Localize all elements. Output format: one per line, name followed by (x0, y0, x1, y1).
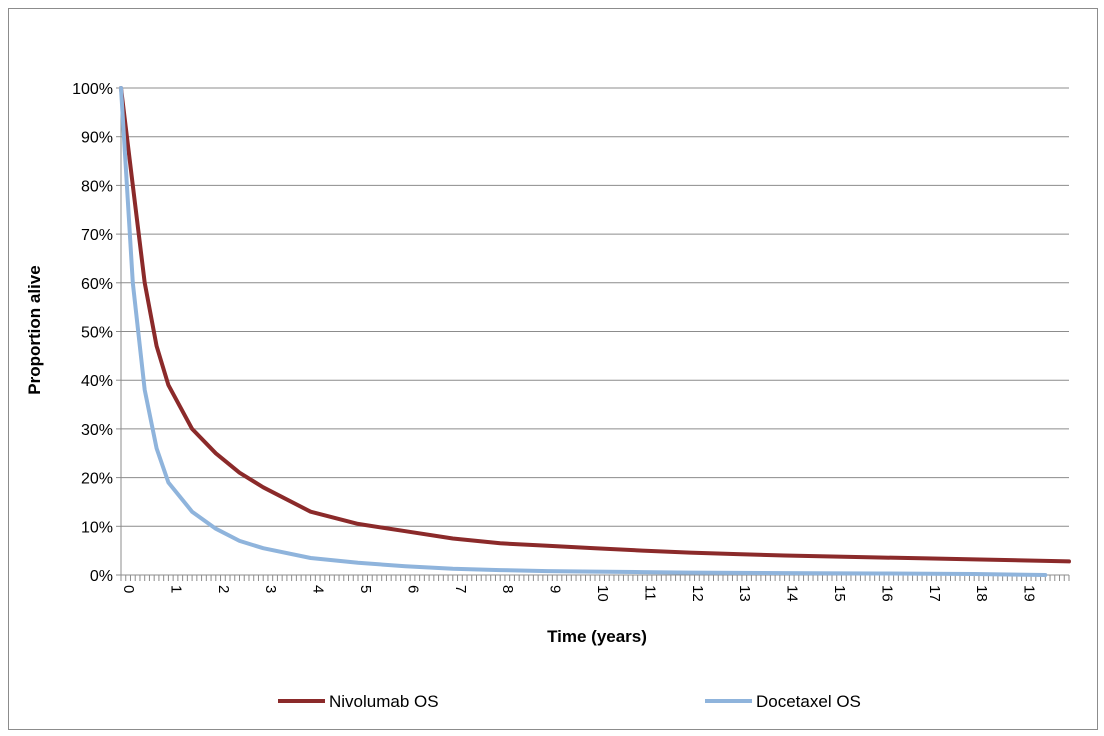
series-line-nivolumab (119, 86, 1071, 564)
x-tick-label: 13 (736, 585, 753, 602)
x-tick-label: 4 (310, 585, 327, 593)
x-tick-label: 18 (973, 585, 990, 602)
series-line-docetaxel (119, 86, 1048, 577)
y-tick-label: 100% (72, 81, 113, 98)
y-tick-label: 10% (81, 519, 113, 536)
legend: Nivolumab OS Docetaxel OS (278, 692, 861, 711)
x-tick-label: 14 (784, 585, 801, 602)
x-tick-label: 3 (262, 585, 279, 593)
x-tick-label: 12 (689, 585, 706, 602)
series-lines (119, 86, 1071, 577)
x-tick-label: 19 (1021, 585, 1038, 602)
x-tick-label: 2 (215, 585, 232, 593)
y-tick-label: 40% (81, 373, 113, 390)
y-tick-label: 90% (81, 130, 113, 147)
chart-frame (8, 8, 1098, 730)
x-tick-label: 11 (641, 585, 658, 601)
legend-label-nivolumab: Nivolumab OS (329, 692, 439, 711)
axes (116, 87, 1070, 581)
x-tick-label: 5 (357, 585, 374, 593)
x-tick-label: 15 (831, 585, 848, 602)
y-tick-label: 20% (81, 471, 113, 488)
y-tick-label: 70% (81, 227, 113, 244)
x-tick-label: 16 (878, 585, 895, 602)
y-tick-label: 50% (81, 325, 113, 342)
tick-labels: 0%10%20%30%40%50%60%70%80%90%100%0 1 2 3 4 5 6… (72, 81, 1038, 602)
x-tick-label: 7 (452, 585, 469, 593)
gridlines (121, 87, 1069, 576)
x-tick-label: 10 (594, 585, 611, 602)
y-axis-title: Proportion alive (25, 265, 44, 394)
x-tick-label: 9 (547, 585, 564, 593)
y-tick-label: 0% (90, 568, 113, 585)
x-axis-title: Time (years) (547, 627, 647, 646)
legend-label-docetaxel: Docetaxel OS (756, 692, 861, 711)
x-tick-label: 1 (167, 585, 184, 593)
y-tick-label: 60% (81, 276, 113, 293)
y-tick-label: 80% (81, 178, 113, 195)
x-tick-label: 8 (499, 585, 516, 593)
x-tick-label: 0 (120, 585, 137, 593)
x-tick-label: 17 (926, 585, 943, 602)
x-tick-label: 6 (404, 585, 421, 593)
y-tick-label: 30% (81, 422, 113, 439)
